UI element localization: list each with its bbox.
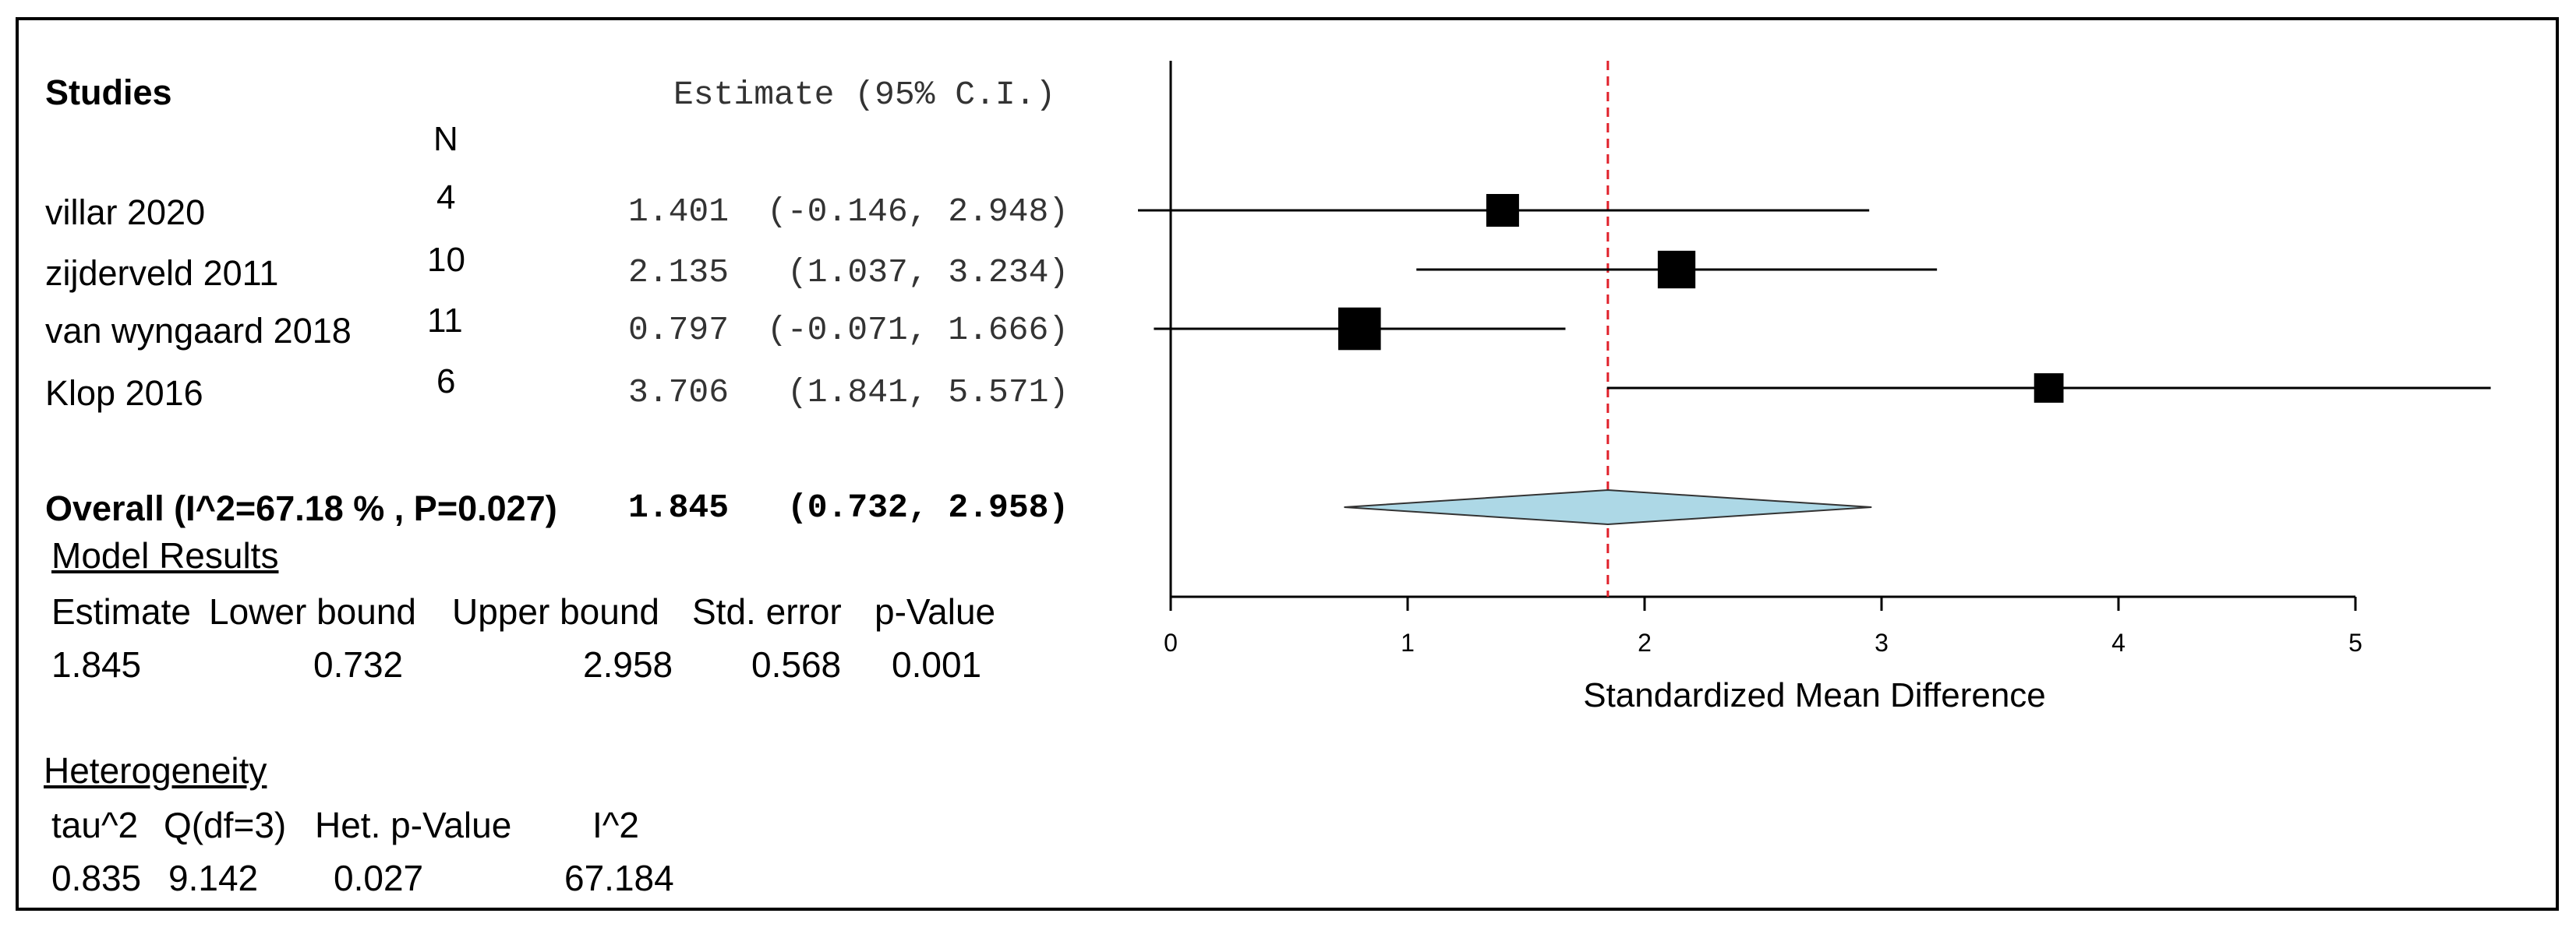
model-results-title: Model Results [51, 535, 279, 576]
x-tick-label: 3 [1875, 629, 1889, 657]
n-header: N [433, 120, 458, 158]
x-tick-label: 5 [2348, 629, 2362, 657]
study-name: van wyngaard 2018 [45, 311, 352, 351]
study-estimate: 3.706 [628, 373, 730, 411]
study-ci: (1.841, 5.571) [787, 373, 1069, 411]
overall-label: Overall (I^2=67.18 % , P=0.027) [45, 488, 557, 528]
het-value-i2: 67.184 [564, 858, 674, 898]
figure-frame [16, 17, 2559, 911]
study-marker [1657, 250, 1696, 289]
study-ci: (1.037, 3.234) [787, 253, 1069, 291]
study-estimate: 1.401 [628, 192, 730, 231]
model-value-upper: 2.958 [583, 644, 673, 685]
x-tick-label: 2 [1638, 629, 1652, 657]
study-name: villar 2020 [45, 192, 206, 232]
het-value-tau: 0.835 [51, 858, 142, 898]
study-ci: (-0.071, 1.666) [767, 311, 1069, 349]
heterogeneity-title: Heterogeneity [44, 750, 267, 791]
estimate-ci-header: Estimate (95% C.I.) [673, 76, 1056, 114]
study-ci: (-0.146, 2.948) [767, 192, 1069, 231]
het-value-p: 0.027 [334, 858, 424, 898]
het-value-q: 9.142 [168, 858, 259, 898]
model-header-p: p-Value [875, 591, 996, 632]
study-n: 4 [436, 178, 456, 217]
overall-diamond [1344, 488, 1872, 526]
het-header-tau: tau^2 [51, 805, 139, 845]
study-name: zijderveld 2011 [45, 253, 279, 293]
studies-header: Studies [45, 72, 172, 112]
model-header-estimate: Estimate [51, 591, 191, 632]
study-estimate: 2.135 [628, 253, 730, 291]
model-value-estimate: 1.845 [51, 644, 142, 685]
model-header-lower: Lower bound [209, 591, 416, 632]
study-n: 11 [427, 302, 463, 340]
het-header-i2: I^2 [592, 805, 639, 845]
study-estimate: 0.797 [628, 311, 730, 349]
study-marker [1337, 307, 1381, 351]
model-value-se: 0.568 [751, 644, 842, 685]
x-tick-label: 0 [1164, 629, 1178, 657]
study-marker [1486, 194, 1519, 227]
x-tick-label: 4 [2111, 629, 2125, 657]
overall-estimate: 1.845 [628, 488, 730, 527]
model-header-upper: Upper bound [452, 591, 659, 632]
study-n: 6 [436, 362, 456, 400]
model-value-p: 0.001 [892, 644, 982, 685]
overall-ci: (0.732, 2.958) [787, 488, 1069, 527]
x-axis-label: Standardized Mean Difference [1583, 676, 2046, 714]
x-tick-label: 1 [1401, 629, 1415, 657]
model-header-se: Std. error [692, 591, 842, 632]
study-name: Klop 2016 [45, 373, 203, 413]
het-header-q: Q(df=3) [164, 805, 287, 845]
study-marker [2034, 373, 2064, 403]
model-value-lower: 0.732 [313, 644, 404, 685]
study-n: 10 [427, 241, 465, 279]
het-header-p: Het. p-Value [315, 805, 512, 845]
